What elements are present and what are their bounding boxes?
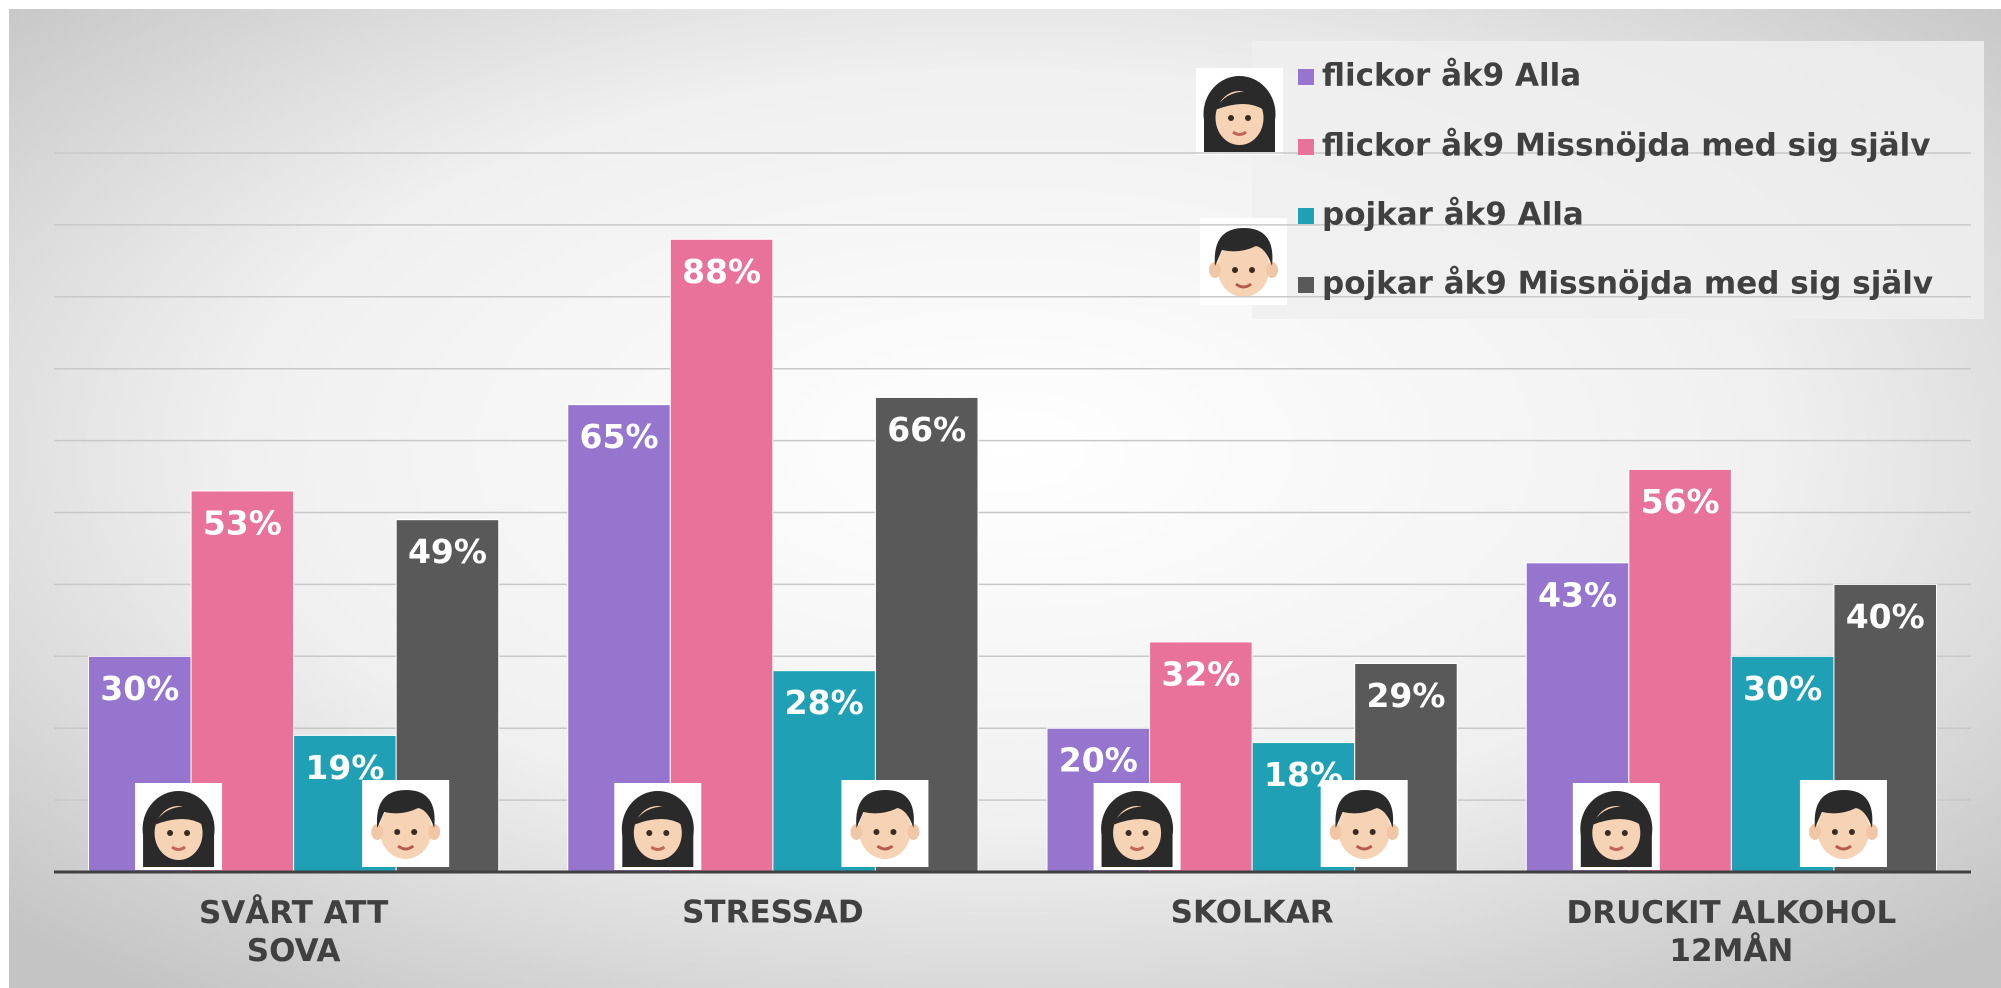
value-label: 43%: [1538, 575, 1617, 614]
legend-label: pojkar åk9 Missnöjda med sig själv: [1322, 266, 1933, 302]
value-label: 30%: [100, 669, 179, 708]
x-tick-label-line: SVÅRT ATT: [199, 894, 388, 931]
legend-icon-girl: [1194, 66, 1285, 157]
legend-label: flickor åk9 Missnöjda med sig själv: [1322, 128, 1931, 164]
value-label: 66%: [887, 410, 966, 449]
value-label: 20%: [1059, 741, 1138, 780]
legend-swatch: [1298, 208, 1314, 224]
value-label: 30%: [1743, 669, 1822, 708]
value-label: 49%: [408, 532, 487, 571]
icon-girl: [612, 781, 703, 872]
legend-label: flickor åk9 Alla: [1322, 58, 1581, 94]
x-tick-label: SKOLKAR: [1171, 895, 1334, 931]
value-label: 65%: [580, 417, 659, 456]
legend-swatch: [1298, 139, 1314, 155]
x-tick-label: DRUCKIT ALKOHOL 12MÅN: [1566, 895, 1896, 969]
icon-girl: [1571, 781, 1662, 872]
legend-icon-boy: [1198, 216, 1289, 307]
icon-boy: [1319, 778, 1410, 869]
icon-boy: [360, 778, 451, 869]
value-label: 56%: [1641, 482, 1720, 521]
value-label: 53%: [203, 503, 282, 542]
legend-swatch: [1298, 69, 1314, 85]
legend-label: pojkar åk9 Alla: [1322, 197, 1584, 233]
icon-girl: [133, 781, 224, 872]
legend-box: [1252, 41, 1984, 319]
x-tick-label-line: 12MÅN: [1669, 932, 1793, 969]
value-label: 88%: [682, 252, 761, 291]
value-label: 29%: [1366, 676, 1445, 715]
icon-girl: [1092, 781, 1183, 872]
x-tick-label: SVÅRT ATT SOVA: [199, 894, 388, 969]
bar: [669, 238, 774, 873]
icon-boy: [839, 778, 930, 869]
x-tick-label-line: SOVA: [247, 933, 341, 969]
value-label: 40%: [1846, 597, 1925, 636]
legend-swatch: [1298, 277, 1314, 293]
x-tick-label: STRESSAD: [682, 895, 864, 931]
value-label: 28%: [785, 683, 864, 722]
value-label: 32%: [1161, 654, 1240, 693]
x-tick-label-line: DRUCKIT ALKOHOL: [1566, 895, 1896, 931]
icon-boy: [1798, 778, 1889, 869]
